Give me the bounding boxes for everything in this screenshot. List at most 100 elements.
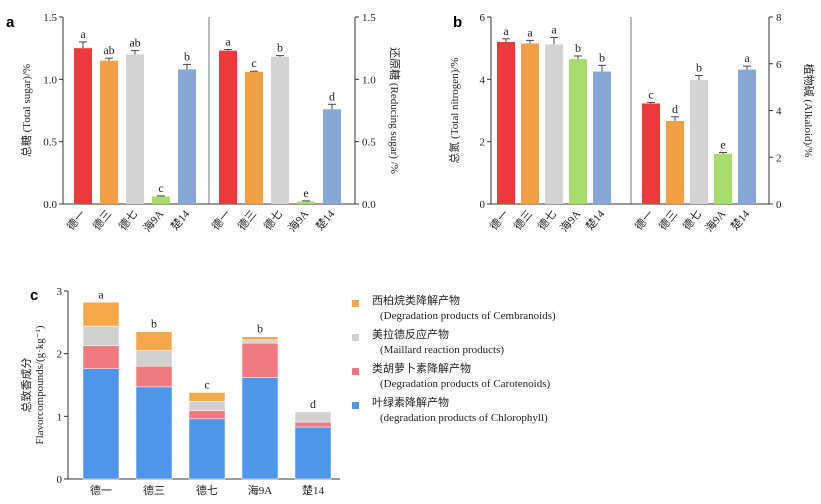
left-significance-letter: b	[599, 50, 605, 64]
left-category-label: 楚14	[582, 207, 607, 233]
significance-letter: b	[151, 317, 157, 331]
left-significance-letter: c	[158, 181, 163, 195]
legend-swatch	[352, 300, 359, 307]
stacked-bar-segment	[188, 410, 226, 420]
stacked-bar-segment	[82, 345, 120, 369]
left-category-label: 海9A	[140, 207, 166, 235]
right-significance-letter: b	[277, 41, 283, 55]
stacked-bar-segment	[135, 350, 173, 367]
left-significance-letter: b	[184, 49, 190, 63]
left-y-tick-label: 0.0	[43, 199, 57, 211]
right-y-tick-label: 2	[776, 152, 782, 164]
right-bar	[219, 50, 237, 204]
stacked-bar-segment	[82, 368, 120, 480]
stacked-bar-segment	[188, 418, 226, 480]
legend-label-english: (Maillard reaction products)	[380, 344, 504, 356]
right-category-label: 海9A	[285, 207, 311, 235]
left-y-axis-title: 总氮 (Total nitrogen)/%	[447, 57, 461, 163]
right-bar	[271, 56, 289, 204]
left-category-label: 德七	[534, 207, 559, 233]
legend-label-english: (Degradation products of Carotenoids)	[380, 378, 550, 390]
left-y-axis-title: 总糖 (Total sugar)/%	[19, 64, 33, 157]
y-tick-label: 1	[57, 411, 63, 423]
y-axis-title-english: Flavorcompounds/(g·kg⁻¹)	[34, 325, 46, 444]
left-category-label: 楚14	[167, 207, 192, 233]
stacked-bar-segment	[135, 331, 173, 351]
right-y-tick-label: 1.0	[362, 74, 376, 86]
right-category-label: 德三	[234, 207, 259, 233]
left-significance-letter: ab	[103, 43, 114, 57]
stacked-bar-segment	[188, 401, 226, 411]
right-significance-letter: e	[720, 138, 725, 152]
stacked-bar-segment	[241, 377, 279, 480]
left-significance-letter: ab	[129, 36, 140, 50]
right-category-label: 德七	[679, 207, 704, 233]
right-category-label: 楚14	[312, 207, 337, 233]
left-bar	[593, 71, 611, 205]
y-tick-label: 0	[57, 474, 63, 486]
significance-letter: b	[257, 322, 263, 336]
left-y-tick-label: 6	[480, 12, 486, 24]
right-significance-letter: b	[696, 60, 702, 74]
left-category-label: 德三	[510, 207, 535, 233]
right-y-tick-label: 0.5	[362, 137, 376, 149]
right-bar	[297, 201, 315, 204]
left-bar	[74, 48, 92, 204]
right-category-label: 德一	[631, 207, 656, 233]
legend-label: 西柏烷类降解产物	[372, 293, 460, 307]
left-significance-letter: a	[503, 24, 509, 38]
y-tick-label: 3	[57, 286, 63, 298]
stacked-bar-segment	[82, 302, 120, 327]
legend-label: 类胡萝卜素降解产物	[372, 361, 471, 375]
right-bar	[738, 69, 756, 204]
panel-b-chart: 0 2 4 6 0 2 4 6 8 总氮 (Total nitrogen)/% 植物碱 (Alkal…	[447, 12, 816, 235]
right-significance-letter: a	[744, 51, 750, 65]
category-label: 楚14	[302, 483, 324, 497]
right-bar	[323, 109, 341, 204]
legend-label: 叶绿素降解产物	[372, 395, 449, 409]
left-y-tick-label: 1.0	[43, 74, 57, 86]
right-category-label: 海9A	[702, 207, 728, 235]
stacked-bar-segment	[241, 336, 279, 341]
right-y-tick-label: 4	[776, 106, 782, 118]
panel-label-b: b	[453, 14, 462, 31]
left-category-label: 德三	[89, 207, 114, 233]
left-bar	[100, 60, 118, 205]
panel-c-legend: 西柏烷类降解产物 (Degradation products of Cembran…	[352, 293, 556, 424]
significance-letter: d	[310, 397, 316, 411]
legend-swatch	[352, 402, 359, 409]
legend-label-english: (degradation products of Chlorophyll)	[380, 412, 548, 424]
left-significance-letter: a	[551, 23, 557, 37]
stacked-bar-segment	[135, 365, 173, 388]
right-significance-letter: d	[329, 89, 335, 103]
legend-label: 美拉德反应产物	[372, 327, 449, 341]
left-significance-letter: a	[527, 25, 533, 39]
right-significance-letter: e	[303, 186, 308, 200]
left-y-tick-label: 2	[480, 137, 486, 149]
right-category-label: 楚14	[727, 207, 752, 233]
right-y-tick-label: 0.0	[362, 199, 376, 211]
category-label: 德七	[196, 483, 218, 497]
panel-a-chart: 0.0 0.5 1.0 1.5 0.0 0.5 1.0 1.5 总糖 (Total sugar)…	[19, 12, 402, 235]
left-bar	[152, 196, 170, 204]
left-category-label: 德一	[63, 207, 88, 233]
left-y-tick-label: 0.5	[43, 137, 57, 149]
stacked-bar-segment	[188, 392, 226, 402]
right-y-tick-label: 1.5	[362, 12, 376, 24]
right-significance-letter: d	[672, 102, 678, 116]
right-bar	[245, 71, 263, 204]
left-y-tick-label: 0	[480, 199, 486, 211]
left-significance-letter: a	[80, 27, 86, 41]
right-y-tick-label: 8	[776, 12, 782, 24]
left-bar	[497, 41, 515, 204]
panel-label-c: c	[30, 287, 38, 304]
panel-c-chart: 0 1 2 3 总致香成分 Flavorcompounds/(g·kg⁻¹) a 德一 b 德三 c…	[19, 286, 340, 497]
right-category-label: 德一	[208, 207, 233, 233]
left-bar	[569, 59, 587, 205]
left-y-tick-label: 1.5	[43, 12, 57, 24]
y-tick-label: 2	[57, 349, 63, 361]
right-bar	[642, 103, 660, 204]
right-bar	[690, 80, 708, 204]
stacked-bar-segment	[241, 339, 279, 344]
legend-swatch	[352, 368, 359, 375]
